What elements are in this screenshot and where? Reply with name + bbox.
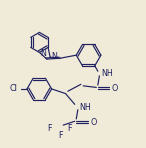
Text: F: F: [67, 124, 72, 133]
Text: Cl: Cl: [10, 84, 18, 93]
Text: F: F: [47, 124, 52, 133]
Text: NH: NH: [79, 103, 91, 112]
Text: NH: NH: [101, 69, 113, 78]
Text: F: F: [58, 131, 62, 140]
Text: N: N: [40, 49, 46, 58]
Text: O: O: [90, 118, 96, 127]
Text: N: N: [51, 52, 57, 61]
Text: O: O: [112, 84, 118, 93]
